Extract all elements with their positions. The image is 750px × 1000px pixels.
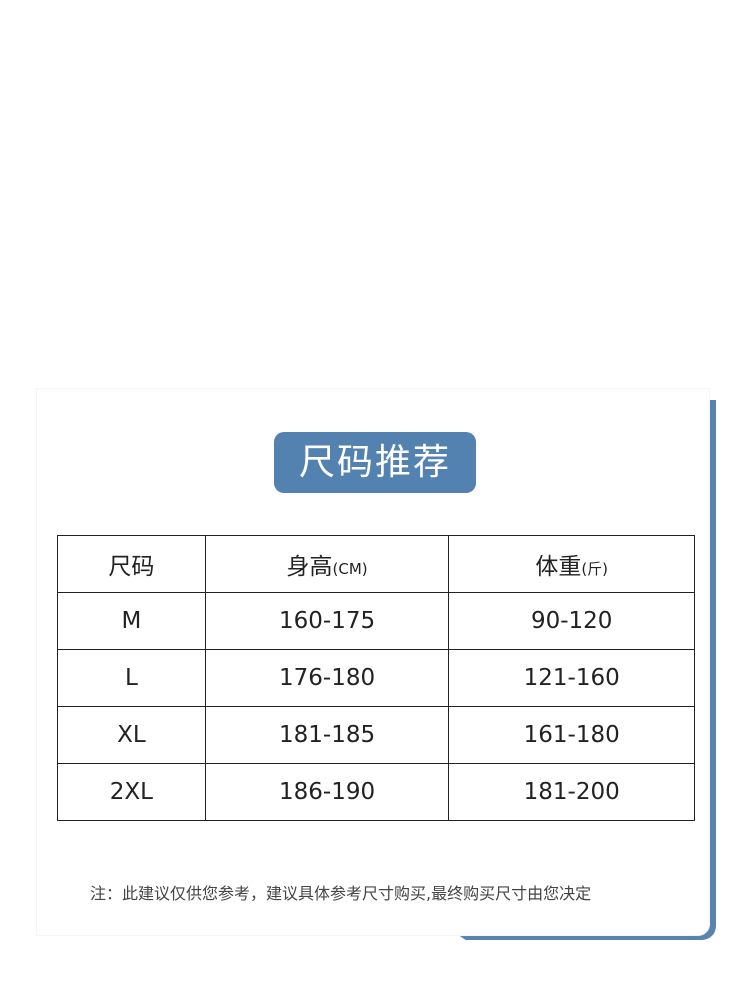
- cell-weight: 121-160: [448, 649, 695, 707]
- cell-height: 176-180: [204, 649, 450, 707]
- cell-size: XL: [57, 706, 206, 764]
- cell-height: 186-190: [204, 763, 450, 821]
- disclaimer-note: 注：此建议仅供您参考，建议具体参考尺寸购买,最终购买尺寸由您决定: [90, 884, 592, 903]
- header-height: 身高(CM): [204, 535, 450, 593]
- cell-weight: 161-180: [448, 706, 695, 764]
- cell-size: 2XL: [57, 763, 206, 821]
- table-row: 2XL 186-190 181-200: [57, 763, 695, 821]
- cell-height: 181-185: [204, 706, 450, 764]
- cell-size: M: [57, 592, 206, 650]
- header-size: 尺码: [57, 535, 206, 593]
- cell-size: L: [57, 649, 206, 707]
- size-table: 尺码 身高(CM) 体重(斤) M 160-175 90-120 L 176-180 1…: [57, 535, 695, 821]
- cell-weight: 181-200: [448, 763, 695, 821]
- table-row: XL 181-185 161-180: [57, 706, 695, 764]
- header-weight: 体重(斤): [448, 535, 695, 593]
- page-title: 尺码推荐: [274, 432, 476, 493]
- table-row: L 176-180 121-160: [57, 649, 695, 707]
- table-header-row: 尺码 身高(CM) 体重(斤): [57, 535, 695, 593]
- table-row: M 160-175 90-120: [57, 592, 695, 650]
- cropped-text: 工商户: [655, 945, 697, 956]
- cell-height: 160-175: [204, 592, 450, 650]
- cell-weight: 90-120: [448, 592, 695, 650]
